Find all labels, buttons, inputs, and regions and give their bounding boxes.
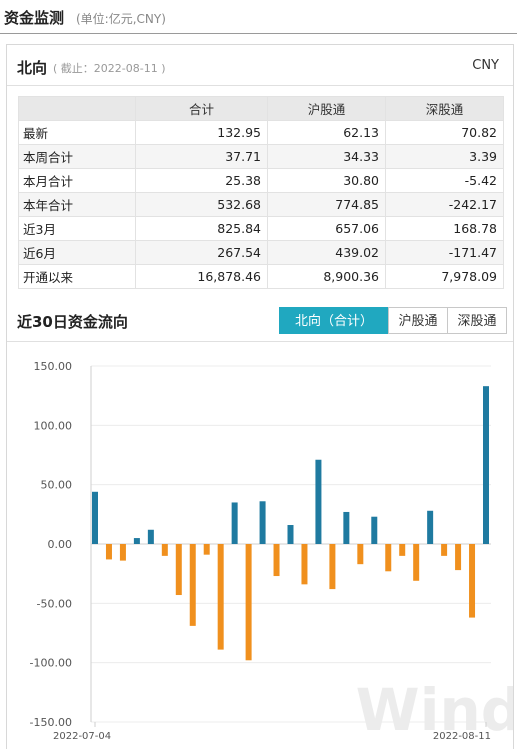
row-label: 近6月 (18, 240, 136, 265)
chart-bar (413, 544, 420, 581)
flow-title: 近30日资金流向 (17, 313, 128, 331)
y-tick-label: 150.00 (34, 360, 73, 373)
chart-bar (455, 544, 462, 571)
watermark: Wind (356, 676, 513, 744)
chart-bar (371, 516, 378, 544)
row-label: 最新 (18, 120, 136, 145)
chart-bar (315, 459, 322, 544)
table-cell: 7,978.09 (385, 264, 504, 289)
table-cell: 168.78 (385, 216, 504, 241)
column-header-total: 合计 (135, 96, 268, 121)
chart-bar (427, 510, 434, 544)
flow-bar-chart: Wind 150.00 100.00 50.00 0.00 -50.00 -100.00 -… (30, 360, 517, 744)
row-label: 本周合计 (18, 144, 136, 169)
x-tick-label: 2022-07-04 (53, 731, 111, 742)
chart-bar (385, 544, 392, 572)
table-row: 开通以来 16,878.46 8,900.36 7,978.09 (18, 264, 504, 289)
unit-label: (单位:亿元,CNY) (76, 12, 166, 26)
table-cell: 3.39 (385, 144, 504, 169)
as-of-date: ( 截止：2022-08-11 ) (53, 62, 166, 75)
table-row: 近6月 267.54 439.02 -171.47 (18, 240, 504, 265)
y-tick-label: 100.00 (34, 419, 73, 432)
northbound-title: 北向 (17, 59, 48, 77)
chart-bar (203, 544, 210, 555)
table-cell: 774.85 (267, 192, 386, 217)
chart-bar (147, 529, 154, 544)
y-tick-label: -50.00 (37, 597, 72, 610)
table-row: 本月合计 25.38 30.80 -5.42 (18, 168, 504, 193)
x-tick-label: 2022-08-11 (433, 731, 491, 742)
table-row: 最新 132.95 62.13 70.82 (18, 120, 504, 145)
chart-bar (287, 525, 294, 544)
currency-label: CNY (472, 58, 499, 73)
table-cell: 132.95 (135, 120, 268, 145)
chart-bar (329, 544, 336, 590)
northbound-stats-table: 合计 沪股通 深股通 最新 132.95 62.13 70.82 本周合计 37.71 34… (18, 96, 504, 289)
table-cell: -242.17 (385, 192, 504, 217)
chart-bar (133, 538, 140, 544)
chart-bar (343, 511, 350, 544)
northbound-panel: 北向 ( 截止：2022-08-11 ) CNY 合计 沪股通 深股通 最新 13… (6, 44, 517, 752)
tab-shanghai-connect[interactable]: 沪股通 (388, 307, 448, 334)
chart-bar (441, 544, 448, 556)
y-tick-label: 0.00 (48, 538, 73, 551)
chart-bar (105, 544, 112, 560)
column-header-shenzhen: 深股通 (385, 96, 504, 121)
table-cell: 37.71 (135, 144, 268, 169)
tab-northbound-total[interactable]: 北向（合计） (279, 307, 389, 334)
table-row: 本年合计 532.68 774.85 -242.17 (18, 192, 504, 217)
column-header-shanghai: 沪股通 (267, 96, 386, 121)
table-cell: 439.02 (267, 240, 386, 265)
page-title: 资金监测 (4, 9, 65, 27)
chart-bar (119, 544, 126, 561)
table-cell: 16,878.46 (135, 264, 268, 289)
chart-bar (399, 544, 406, 556)
table-cell: 825.84 (135, 216, 268, 241)
chart-bar (217, 544, 224, 650)
chart-bar (357, 544, 364, 565)
chart-bar (273, 544, 280, 577)
chart-bar (483, 386, 489, 544)
tab-shenzhen-connect[interactable]: 深股通 (447, 307, 507, 334)
table-cell: 62.13 (267, 120, 386, 145)
table-cell: 657.06 (267, 216, 386, 241)
row-label: 近3月 (18, 216, 136, 241)
chart-bar (161, 544, 168, 556)
chart-bar (189, 544, 196, 626)
chart-bar (245, 544, 252, 661)
table-cell: 8,900.36 (267, 264, 386, 289)
panel-header: 北向 ( 截止：2022-08-11 ) CNY (7, 45, 513, 86)
table-cell: 34.33 (267, 144, 386, 169)
flow-tabs: 北向（合计） 沪股通 深股通 (279, 307, 507, 334)
table-cell: 30.80 (267, 168, 386, 193)
table-cell: 267.54 (135, 240, 268, 265)
table-header-row: 合计 沪股通 深股通 (18, 96, 504, 121)
table-row: 近3月 825.84 657.06 168.78 (18, 216, 504, 241)
table-cell: 25.38 (135, 168, 268, 193)
row-label: 本年合计 (18, 192, 136, 217)
page-header: 资金监测 (单位:亿元,CNY) (0, 0, 517, 34)
table-row: 本周合计 37.71 34.33 3.39 (18, 144, 504, 169)
chart-bar (231, 502, 238, 544)
table-cell: 70.82 (385, 120, 504, 145)
row-label: 开通以来 (18, 264, 136, 289)
table-cell: 532.68 (135, 192, 268, 217)
y-tick-label: 50.00 (41, 479, 73, 492)
y-tick-label: -100.00 (30, 657, 72, 670)
table-cell: -5.42 (385, 168, 504, 193)
row-label: 本月合计 (18, 168, 136, 193)
chart-bar (259, 501, 266, 544)
column-header (18, 96, 136, 121)
chart-bar (469, 544, 476, 618)
flow-chart: Wind 150.00 100.00 50.00 0.00 -50.00 -100.00 -… (7, 341, 517, 752)
chart-bar (92, 491, 98, 544)
chart-bar (175, 544, 182, 596)
table-cell: -171.47 (385, 240, 504, 265)
y-tick-label: -150.00 (30, 716, 72, 729)
chart-bar (301, 544, 308, 585)
